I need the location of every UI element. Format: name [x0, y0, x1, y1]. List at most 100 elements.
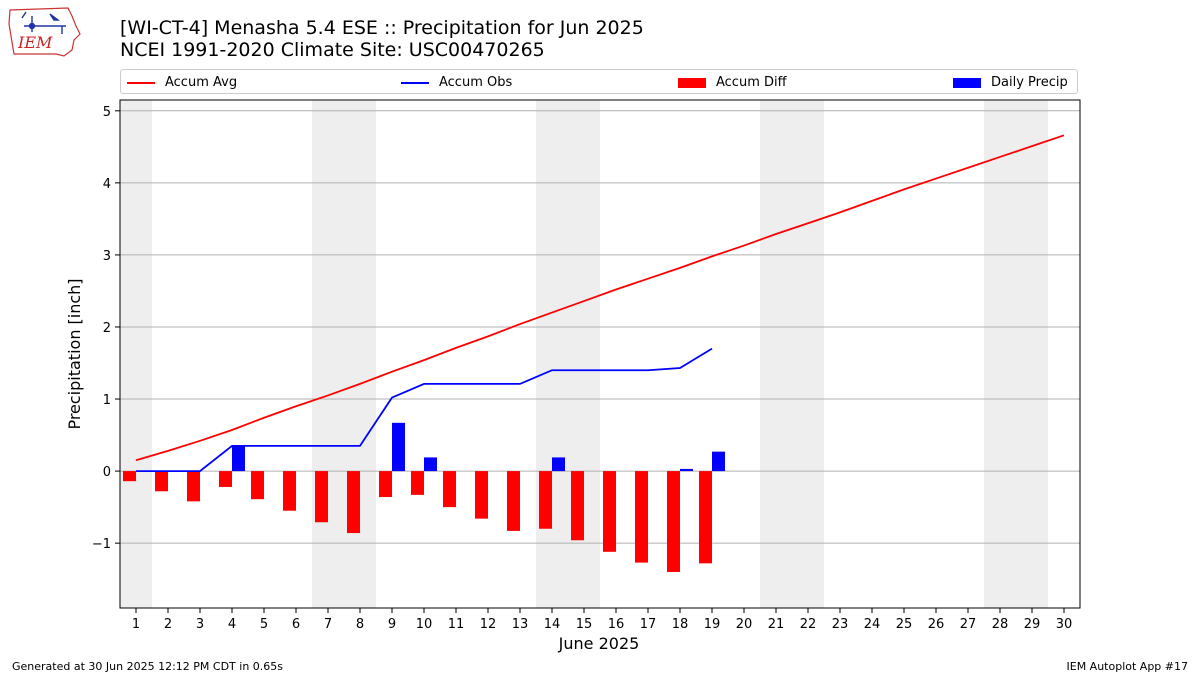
x-tick-label: 29	[1024, 617, 1041, 632]
legend-label-accum-avg: Accum Avg	[165, 75, 238, 90]
accum-diff-bar	[379, 471, 392, 498]
line-series	[135, 134, 1065, 472]
accum-diff-bar	[699, 471, 712, 564]
iem-logo: IEM	[8, 7, 81, 57]
plot-frame	[119, 99, 1081, 609]
x-tick-label: 19	[704, 617, 721, 632]
weekend-shade-day-22	[792, 100, 824, 608]
x-tick-label: 9	[388, 617, 396, 632]
accum-diff-bar	[603, 471, 616, 552]
accum-obs-line	[136, 347, 713, 472]
accum-diff-bar	[283, 471, 296, 511]
x-tick-label: 28	[992, 617, 1009, 632]
weekend-shade-day-28	[984, 100, 1016, 608]
iowa-state-outline	[8, 7, 81, 57]
accum-diff-bar	[571, 471, 584, 541]
generated-timestamp: Generated at 30 Jun 2025 12:12 PM CDT in…	[12, 660, 284, 673]
weekend-shade-day-14	[536, 100, 568, 608]
accum-diff-bar	[443, 471, 456, 508]
x-tick-label: 5	[260, 617, 268, 632]
accum-diff-bar	[315, 471, 328, 523]
legend-label-accum-obs: Accum Obs	[439, 75, 513, 90]
daily-precip-bar	[680, 468, 693, 472]
y-tick-label: 1	[103, 393, 111, 408]
x-tick-label: 22	[800, 617, 817, 632]
legend-item-daily-precip: Daily Precip	[953, 70, 1068, 95]
weekend-shade-day-21	[760, 100, 792, 608]
weather-station-icon	[21, 11, 66, 34]
accum-diff-bar	[123, 471, 136, 482]
y-tick-label: 5	[103, 105, 111, 120]
daily-precip-bar	[424, 457, 437, 472]
legend-swatch-accum-obs	[401, 81, 429, 84]
legend-item-accum-avg: Accum Avg	[127, 70, 237, 95]
legend-item-accum-diff: Accum Diff	[678, 70, 787, 95]
y-axis-label: Precipitation [inch]	[65, 278, 84, 429]
accum-diff-bar	[347, 471, 360, 534]
x-tick-label: 14	[544, 617, 561, 632]
bar-series	[123, 422, 725, 572]
legend: Accum Avg Accum Obs Accum Diff Daily Pre…	[120, 69, 1078, 94]
chart-subtitle: NCEI 1991-2020 Climate Site: USC00470265	[120, 39, 545, 61]
daily-precip-bar	[392, 422, 405, 472]
y-tick-label: 0	[103, 465, 111, 480]
x-tick-label: 1	[132, 617, 140, 632]
x-tick-label: 16	[608, 617, 625, 632]
x-tick-label: 15	[576, 617, 593, 632]
grid-lines	[120, 110, 1080, 544]
x-tick-label: 12	[480, 617, 497, 632]
x-tick-label: 7	[324, 617, 332, 632]
x-tick-label: 8	[356, 617, 364, 632]
accum-diff-bar	[507, 471, 520, 531]
accum-diff-bar	[667, 471, 680, 572]
weekend-shade-day-7	[312, 100, 344, 608]
x-tick-label: 24	[864, 617, 881, 632]
legend-swatch-accum-avg	[127, 81, 155, 84]
x-tick-label: 18	[672, 617, 689, 632]
logo-text: IEM	[17, 33, 53, 52]
x-tick-label: 25	[896, 617, 913, 632]
x-tick-label: 3	[196, 617, 204, 632]
x-tick-label: 6	[292, 617, 300, 632]
legend-swatch-daily-precip	[953, 77, 981, 88]
y-tick-label: 4	[103, 177, 111, 192]
accum-diff-bar	[155, 471, 168, 492]
x-tick-label: 26	[928, 617, 945, 632]
x-tick-label: 20	[736, 617, 753, 632]
y-tick-label: 3	[103, 249, 111, 264]
x-tick-label: 30	[1056, 617, 1073, 632]
x-tick-label: 4	[228, 617, 236, 632]
accum-diff-bar	[411, 471, 424, 495]
daily-precip-bar	[712, 451, 725, 472]
accum-diff-bar	[475, 471, 488, 519]
x-tick-label: 13	[512, 617, 529, 632]
x-tick-label: 23	[832, 617, 849, 632]
y-tick-label: 2	[103, 321, 111, 336]
legend-label-accum-diff: Accum Diff	[716, 75, 787, 90]
x-tick-label: 2	[164, 617, 172, 632]
weekend-shade-day-1	[120, 100, 152, 608]
x-tick-label: 11	[448, 617, 465, 632]
daily-precip-bar	[232, 445, 245, 472]
chart-title: [WI-CT-4] Menasha 5.4 ESE :: Precipitati…	[120, 17, 644, 39]
legend-swatch-accum-diff	[678, 77, 706, 88]
x-tick-label: 17	[640, 617, 657, 632]
daily-precip-bar	[552, 457, 565, 472]
accum-diff-bar	[251, 471, 264, 500]
accum-diff-bar	[219, 471, 232, 487]
legend-item-accum-obs: Accum Obs	[401, 70, 512, 95]
x-tick-label: 21	[768, 617, 785, 632]
accum-diff-bar	[635, 471, 648, 563]
weekend-shade-day-29	[1016, 100, 1048, 608]
accum-avg-line	[135, 134, 1065, 462]
x-axis-label: June 2025	[558, 634, 640, 653]
x-tick-label: 27	[960, 617, 977, 632]
y-tick-label: −1	[92, 537, 111, 552]
legend-label-daily-precip: Daily Precip	[991, 75, 1068, 90]
accum-diff-bar	[539, 471, 552, 529]
app-credit: IEM Autoplot App #17	[1066, 660, 1189, 673]
accum-diff-bar	[187, 471, 200, 502]
x-tick-label: 10	[416, 617, 433, 632]
